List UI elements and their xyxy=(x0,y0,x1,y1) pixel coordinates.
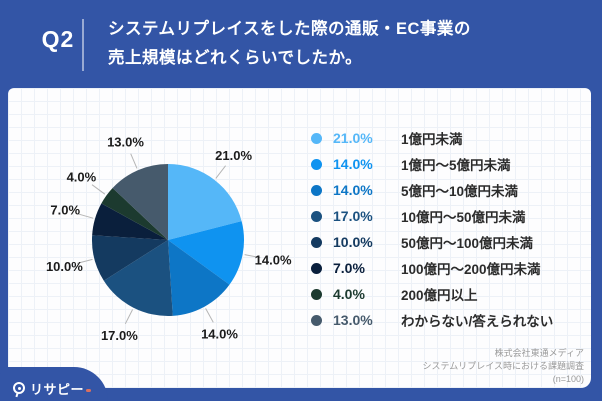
legend-percentage: 21.0% xyxy=(333,130,373,146)
pie-leader-line-1 xyxy=(244,254,261,259)
resapi-logo: リサピー xyxy=(0,367,108,401)
source-survey: システムリプレイス時における課題調査 xyxy=(422,361,584,371)
legend-category: 50億円～100億円未満 xyxy=(401,236,534,251)
legend-percentage: 14.0% xyxy=(333,182,373,198)
legend-item-2: 14.0% 5億円～10億円未満 xyxy=(311,177,553,203)
pie-value-label-1: 14.0% xyxy=(255,253,292,268)
logo-text: リサピー xyxy=(30,381,85,397)
pie-leader-line-5 xyxy=(77,213,94,219)
legend-percentage: 14.0% xyxy=(333,156,373,172)
pie-slice-4 xyxy=(92,235,168,281)
legend-dot-icon xyxy=(311,132,322,144)
question-title: システムリプレイスをした際の通販・EC事業の 売上規模はどれくらいでしたか。 xyxy=(108,15,471,73)
source-company: 株式会社東通メディア xyxy=(494,348,584,358)
header-divider xyxy=(82,19,84,71)
chart-legend: 21.0% 1億円未満 14.0% 1億円～5億円未満 14.0% 5億円～10億円未満 1… xyxy=(311,125,553,333)
source-note: 株式会社東通メディア システムリプレイス時における課題調査 (n=100) xyxy=(423,347,584,386)
legend-category: 1億円未満 xyxy=(401,132,463,147)
pie-value-label-5: 7.0% xyxy=(50,203,80,218)
legend-percentage: 13.0% xyxy=(333,312,373,328)
pie-leader-line-4 xyxy=(76,258,93,264)
pie-leader-line-0 xyxy=(215,165,226,179)
logo-accent-dash xyxy=(86,388,92,392)
legend-item-7: 13.0% わからない/答えられない xyxy=(311,307,553,333)
legend-item-5: 7.0% 100億円～200億円未満 xyxy=(311,255,553,281)
legend-item-1: 14.0% 1億円～5億円未満 xyxy=(311,151,553,177)
pie-value-label-2: 14.0% xyxy=(201,326,238,341)
pie-chart: 21.0% 14.0% 14.0% 17.0% 10.0% 7.0% 4.0% 13.0% xyxy=(46,134,292,343)
pie-value-label-0: 21.0% xyxy=(215,148,252,163)
legend-category: 10億円～50億円未満 xyxy=(401,210,526,225)
pie-slice-2 xyxy=(168,240,230,316)
pie-slice-1 xyxy=(168,221,244,285)
legend-item-4: 10.0% 50億円～100億円未満 xyxy=(311,229,553,255)
legend-dot-icon xyxy=(311,236,322,248)
legend-percentage: 10.0% xyxy=(333,234,373,250)
pie-leader-line-6 xyxy=(91,184,106,195)
pie-slice-7 xyxy=(112,164,168,240)
pie-slice-6 xyxy=(101,187,168,240)
pie-slice-3 xyxy=(103,240,173,316)
pie-slice-0 xyxy=(168,164,242,240)
legend-category: 100億円～200億円未満 xyxy=(401,262,541,277)
pie-leader-line-7 xyxy=(130,153,138,169)
pie-leader-line-2 xyxy=(205,308,214,323)
legend-dot-icon xyxy=(311,262,322,274)
source-sample-size: (n=100) xyxy=(552,374,584,384)
legend-dot-icon xyxy=(311,314,322,326)
legend-category: 5億円～10億円未満 xyxy=(401,184,519,199)
legend-dot-icon xyxy=(311,184,322,196)
pie-value-label-4: 10.0% xyxy=(46,259,83,274)
pie-value-label-7: 13.0% xyxy=(107,134,144,149)
legend-percentage: 4.0% xyxy=(333,286,365,302)
pie-slice-5 xyxy=(92,203,168,240)
pin-icon xyxy=(13,382,25,394)
legend-percentage: 7.0% xyxy=(333,260,365,276)
legend-item-0: 21.0% 1億円未満 xyxy=(311,125,553,151)
pie-value-label-6: 4.0% xyxy=(67,170,97,185)
question-number: Q2 xyxy=(41,26,75,52)
chart-panel: 21.0% 14.0% 14.0% 17.0% 10.0% 7.0% 4.0% 13.0% 2… xyxy=(8,88,591,388)
legend-dot-icon xyxy=(311,210,322,222)
legend-dot-icon xyxy=(311,158,322,170)
pie-value-label-3: 17.0% xyxy=(101,328,138,343)
legend-category: 1億円～5億円未満 xyxy=(401,158,511,173)
legend-category: わからない/答えられない xyxy=(401,314,554,329)
question-title-line2: 売上規模はどれくらいでしたか。 xyxy=(108,49,363,67)
question-header: Q2 システムリプレイスをした際の通販・EC事業の 売上規模はどれくらいでしたか… xyxy=(0,0,602,88)
pie-leader-line-3 xyxy=(124,309,134,325)
legend-category: 200億円以上 xyxy=(401,288,478,303)
legend-item-6: 4.0% 200億円以上 xyxy=(311,281,553,307)
legend-dot-icon xyxy=(311,288,322,300)
question-title-line1: システムリプレイスをした際の通販・EC事業の xyxy=(108,20,471,38)
legend-percentage: 17.0% xyxy=(333,208,373,224)
legend-item-3: 17.0% 10億円～50億円未満 xyxy=(311,203,553,229)
